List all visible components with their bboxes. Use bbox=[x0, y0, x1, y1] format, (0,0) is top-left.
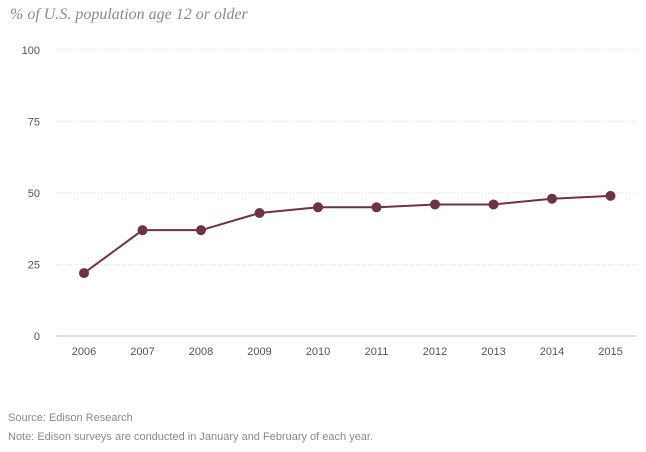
data-point bbox=[79, 268, 89, 279]
data-point bbox=[605, 190, 616, 201]
chart-subtitle: % of U.S. population age 12 or older bbox=[10, 6, 248, 23]
x-axis-tick-labels: 2006 2007 2008 2009 2010 2011 2012 2013 2014 2015 bbox=[72, 346, 623, 358]
x-tick-label: 2006 bbox=[72, 346, 96, 358]
data-point bbox=[430, 199, 440, 210]
x-tick-label: 2014 bbox=[540, 346, 564, 358]
data-point bbox=[371, 202, 382, 213]
data-point bbox=[196, 225, 206, 236]
y-tick-label: 100 bbox=[22, 45, 40, 57]
source-text: Source: Edison Research bbox=[8, 412, 133, 424]
y-tick-label: 75 bbox=[28, 117, 40, 129]
note-text: Note: Edison surveys are conducted in Ja… bbox=[8, 431, 374, 443]
x-tick-label: 2010 bbox=[306, 346, 330, 358]
data-point bbox=[313, 202, 323, 213]
y-tick-label: 25 bbox=[28, 260, 40, 272]
series-line bbox=[83, 194, 611, 274]
x-tick-label: 2011 bbox=[365, 346, 389, 358]
data-point bbox=[547, 193, 557, 204]
y-axis-tick-labels: 100 75 50 25 0 bbox=[22, 45, 40, 343]
x-tick-label: 2008 bbox=[189, 346, 213, 358]
gridlines bbox=[56, 49, 636, 265]
series-group bbox=[79, 190, 616, 279]
data-point bbox=[488, 199, 499, 210]
x-tick-label: 2007 bbox=[130, 346, 154, 358]
y-tick-label: 0 bbox=[34, 331, 40, 343]
x-tick-label: 2013 bbox=[481, 346, 505, 358]
data-point bbox=[137, 225, 148, 236]
x-tick-label: 2009 bbox=[247, 346, 271, 358]
x-tick-label: 2015 bbox=[598, 346, 622, 358]
y-tick-label: 50 bbox=[28, 188, 40, 200]
data-point bbox=[254, 208, 265, 219]
x-tick-label: 2012 bbox=[423, 346, 447, 358]
